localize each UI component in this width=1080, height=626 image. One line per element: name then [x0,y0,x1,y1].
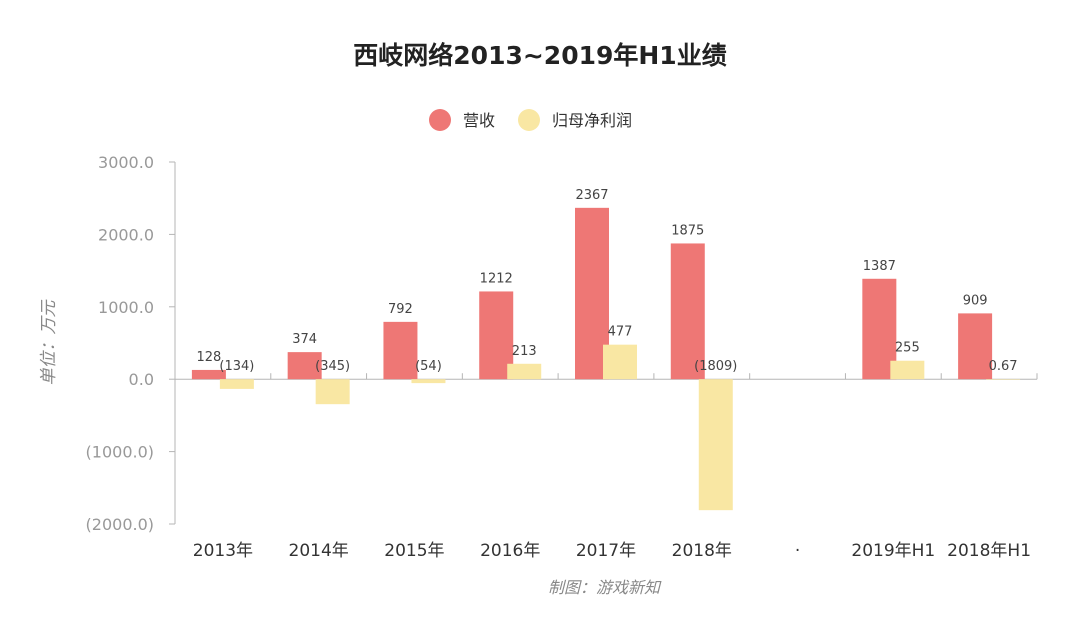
bar [958,313,993,380]
y-axis-title: 单位：万元 [39,299,59,386]
data-label: 213 [512,344,537,359]
y-tick-label: 2000.0 [98,225,154,244]
data-label: 0.67 [989,359,1018,374]
x-tick-label: 2018年H1 [947,541,1031,561]
data-label: (54) [415,359,442,374]
x-tick-label: 2015年 [384,541,444,561]
bar [890,360,925,380]
bar [698,379,733,511]
data-label: 792 [388,302,413,317]
data-label: 255 [895,341,920,356]
data-label: 477 [608,325,633,340]
legend-label: 营收 [463,111,495,130]
bar-labels: 128 374 792 1212 2367 1875 1387 909 (134) (345) (5… [196,188,1017,374]
source-note: 制图：游戏新知 [548,578,662,597]
legend-label: 归母净利润 [552,111,632,130]
x-tick-label: 2019年H1 [851,541,935,561]
x-tick-label: 2018年 [672,541,732,561]
data-label: 374 [292,332,317,347]
data-label: (345) [315,359,350,374]
bar [411,379,446,384]
x-tick-label: 2017年 [576,541,636,561]
y-tick-label: (1000.0) [86,443,154,462]
chart-title: 西岐网络2013~2019年H1业绩 [353,41,726,70]
y-tick-label: 3000.0 [98,153,154,172]
bar [219,379,254,389]
axes: 3000.0 2000.0 1000.0 0.0 (1000.0) (2000.0) 201… [86,153,1038,561]
x-tick-label: · [795,541,800,561]
chart-legend: 营收 归母净利润 [429,109,632,131]
x-tick-label: 2016年 [480,541,540,561]
bar [315,379,350,405]
data-label: 1875 [671,223,704,238]
data-label: 2367 [575,188,608,203]
bar [670,243,705,380]
y-tick-label: 1000.0 [98,298,154,317]
data-label: 1212 [480,271,513,286]
y-tick-label: 0.0 [129,370,154,389]
bar [603,344,637,380]
y-tick-label: (2000.0) [86,515,154,534]
legend-swatch [518,109,540,131]
bar [191,369,226,380]
bar [986,379,1021,380]
data-label: (134) [219,359,254,374]
bars [191,207,1021,511]
legend-swatch [429,109,451,131]
bar [287,352,322,380]
data-label: (1809) [694,359,737,374]
data-label: 909 [963,293,988,308]
data-label: 1387 [863,259,896,274]
data-label: 128 [196,350,221,365]
bar [507,363,542,380]
bar [383,321,418,380]
x-tick-label: 2014年 [289,541,349,561]
x-tick-label: 2013年 [193,541,253,561]
